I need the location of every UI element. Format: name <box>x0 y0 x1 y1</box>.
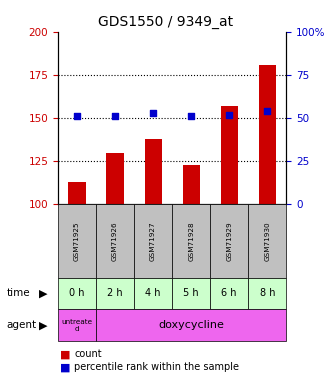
Point <box>264 108 270 114</box>
Text: 4 h: 4 h <box>145 288 161 298</box>
Point <box>74 113 79 119</box>
Text: GSM71927: GSM71927 <box>150 221 156 261</box>
Text: ▶: ▶ <box>39 320 47 330</box>
Bar <box>183 165 200 204</box>
Point <box>188 113 194 119</box>
Point <box>150 110 156 116</box>
Bar <box>221 106 238 204</box>
Text: GSM71930: GSM71930 <box>264 221 270 261</box>
Point <box>226 112 232 118</box>
Text: time: time <box>7 288 30 298</box>
Bar <box>69 182 85 204</box>
Text: agent: agent <box>7 320 37 330</box>
Point <box>112 113 118 119</box>
Text: 0 h: 0 h <box>69 288 85 298</box>
Text: GDS1550 / 9349_at: GDS1550 / 9349_at <box>98 15 233 29</box>
Text: 8 h: 8 h <box>260 288 275 298</box>
Text: GSM71925: GSM71925 <box>74 221 80 261</box>
Bar <box>259 64 276 204</box>
Text: GSM71926: GSM71926 <box>112 221 118 261</box>
Text: GSM71929: GSM71929 <box>226 221 232 261</box>
Text: count: count <box>74 350 102 359</box>
Text: 2 h: 2 h <box>107 288 123 298</box>
Text: GSM71928: GSM71928 <box>188 221 194 261</box>
Text: percentile rank within the sample: percentile rank within the sample <box>74 363 239 372</box>
Text: 6 h: 6 h <box>221 288 237 298</box>
Text: doxycycline: doxycycline <box>158 320 224 330</box>
Text: ■: ■ <box>60 363 70 372</box>
Bar <box>145 139 162 204</box>
Text: ■: ■ <box>60 350 70 359</box>
Bar <box>107 153 123 204</box>
Text: untreate
d: untreate d <box>61 319 93 332</box>
Text: ▶: ▶ <box>39 288 47 298</box>
Text: 5 h: 5 h <box>183 288 199 298</box>
